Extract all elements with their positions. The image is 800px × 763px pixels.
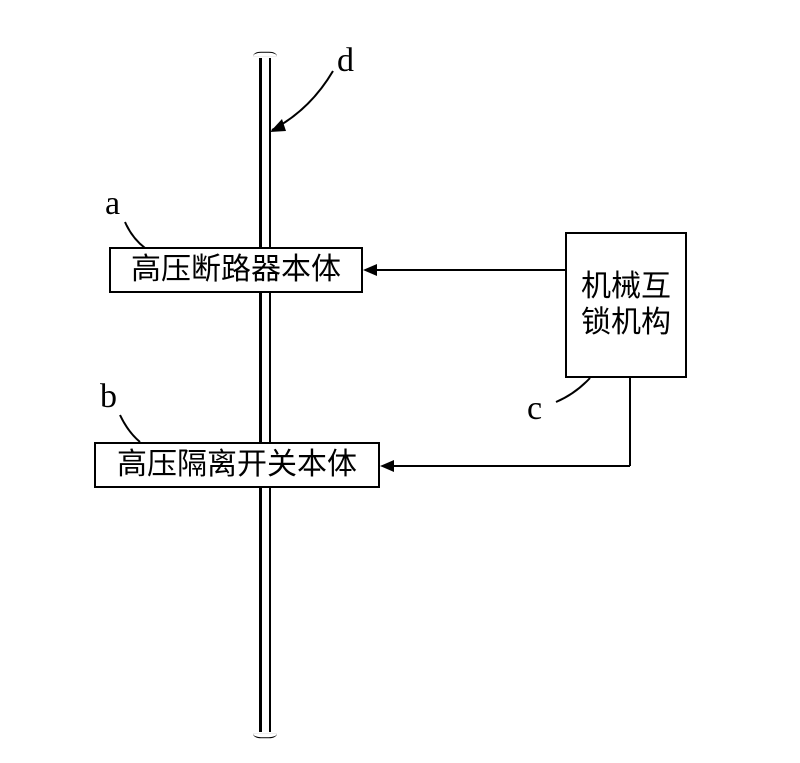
isolator-box: 高压隔离开关本体 xyxy=(94,442,380,488)
interlock-label-line1: 机械互 xyxy=(581,269,671,305)
breaker-box: 高压断路器本体 xyxy=(109,247,363,293)
isolator-label: 高压隔离开关本体 xyxy=(117,447,357,483)
label-d-text: d xyxy=(337,42,354,79)
pointer-a xyxy=(125,222,145,248)
label-c: c xyxy=(527,390,542,428)
bus-line-right xyxy=(269,50,271,740)
interlock-box: 机械互 锁机构 xyxy=(565,232,687,378)
breaker-label: 高压断路器本体 xyxy=(131,252,341,288)
bus-break-top xyxy=(255,48,275,58)
pointer-c xyxy=(556,378,590,402)
label-a: a xyxy=(105,185,120,223)
pointer-b xyxy=(120,415,140,442)
label-b: b xyxy=(100,378,117,416)
pointer-d xyxy=(272,71,333,130)
diagram-canvas: 高压断路器本体 高压隔离开关本体 机械互 锁机构 a b c d xyxy=(0,0,800,763)
label-d: d xyxy=(337,42,354,80)
arrow-interlock-isolator xyxy=(380,460,394,472)
connectors-svg xyxy=(0,0,800,763)
bus-break-bottom xyxy=(255,732,275,742)
arrow-interlock-breaker xyxy=(363,264,377,276)
interlock-label-line2: 锁机构 xyxy=(581,305,671,341)
label-b-text: b xyxy=(100,378,117,415)
label-a-text: a xyxy=(105,185,120,222)
label-c-text: c xyxy=(527,390,542,427)
bus-line-main xyxy=(259,50,262,740)
arrow-pointer-d xyxy=(270,119,286,132)
